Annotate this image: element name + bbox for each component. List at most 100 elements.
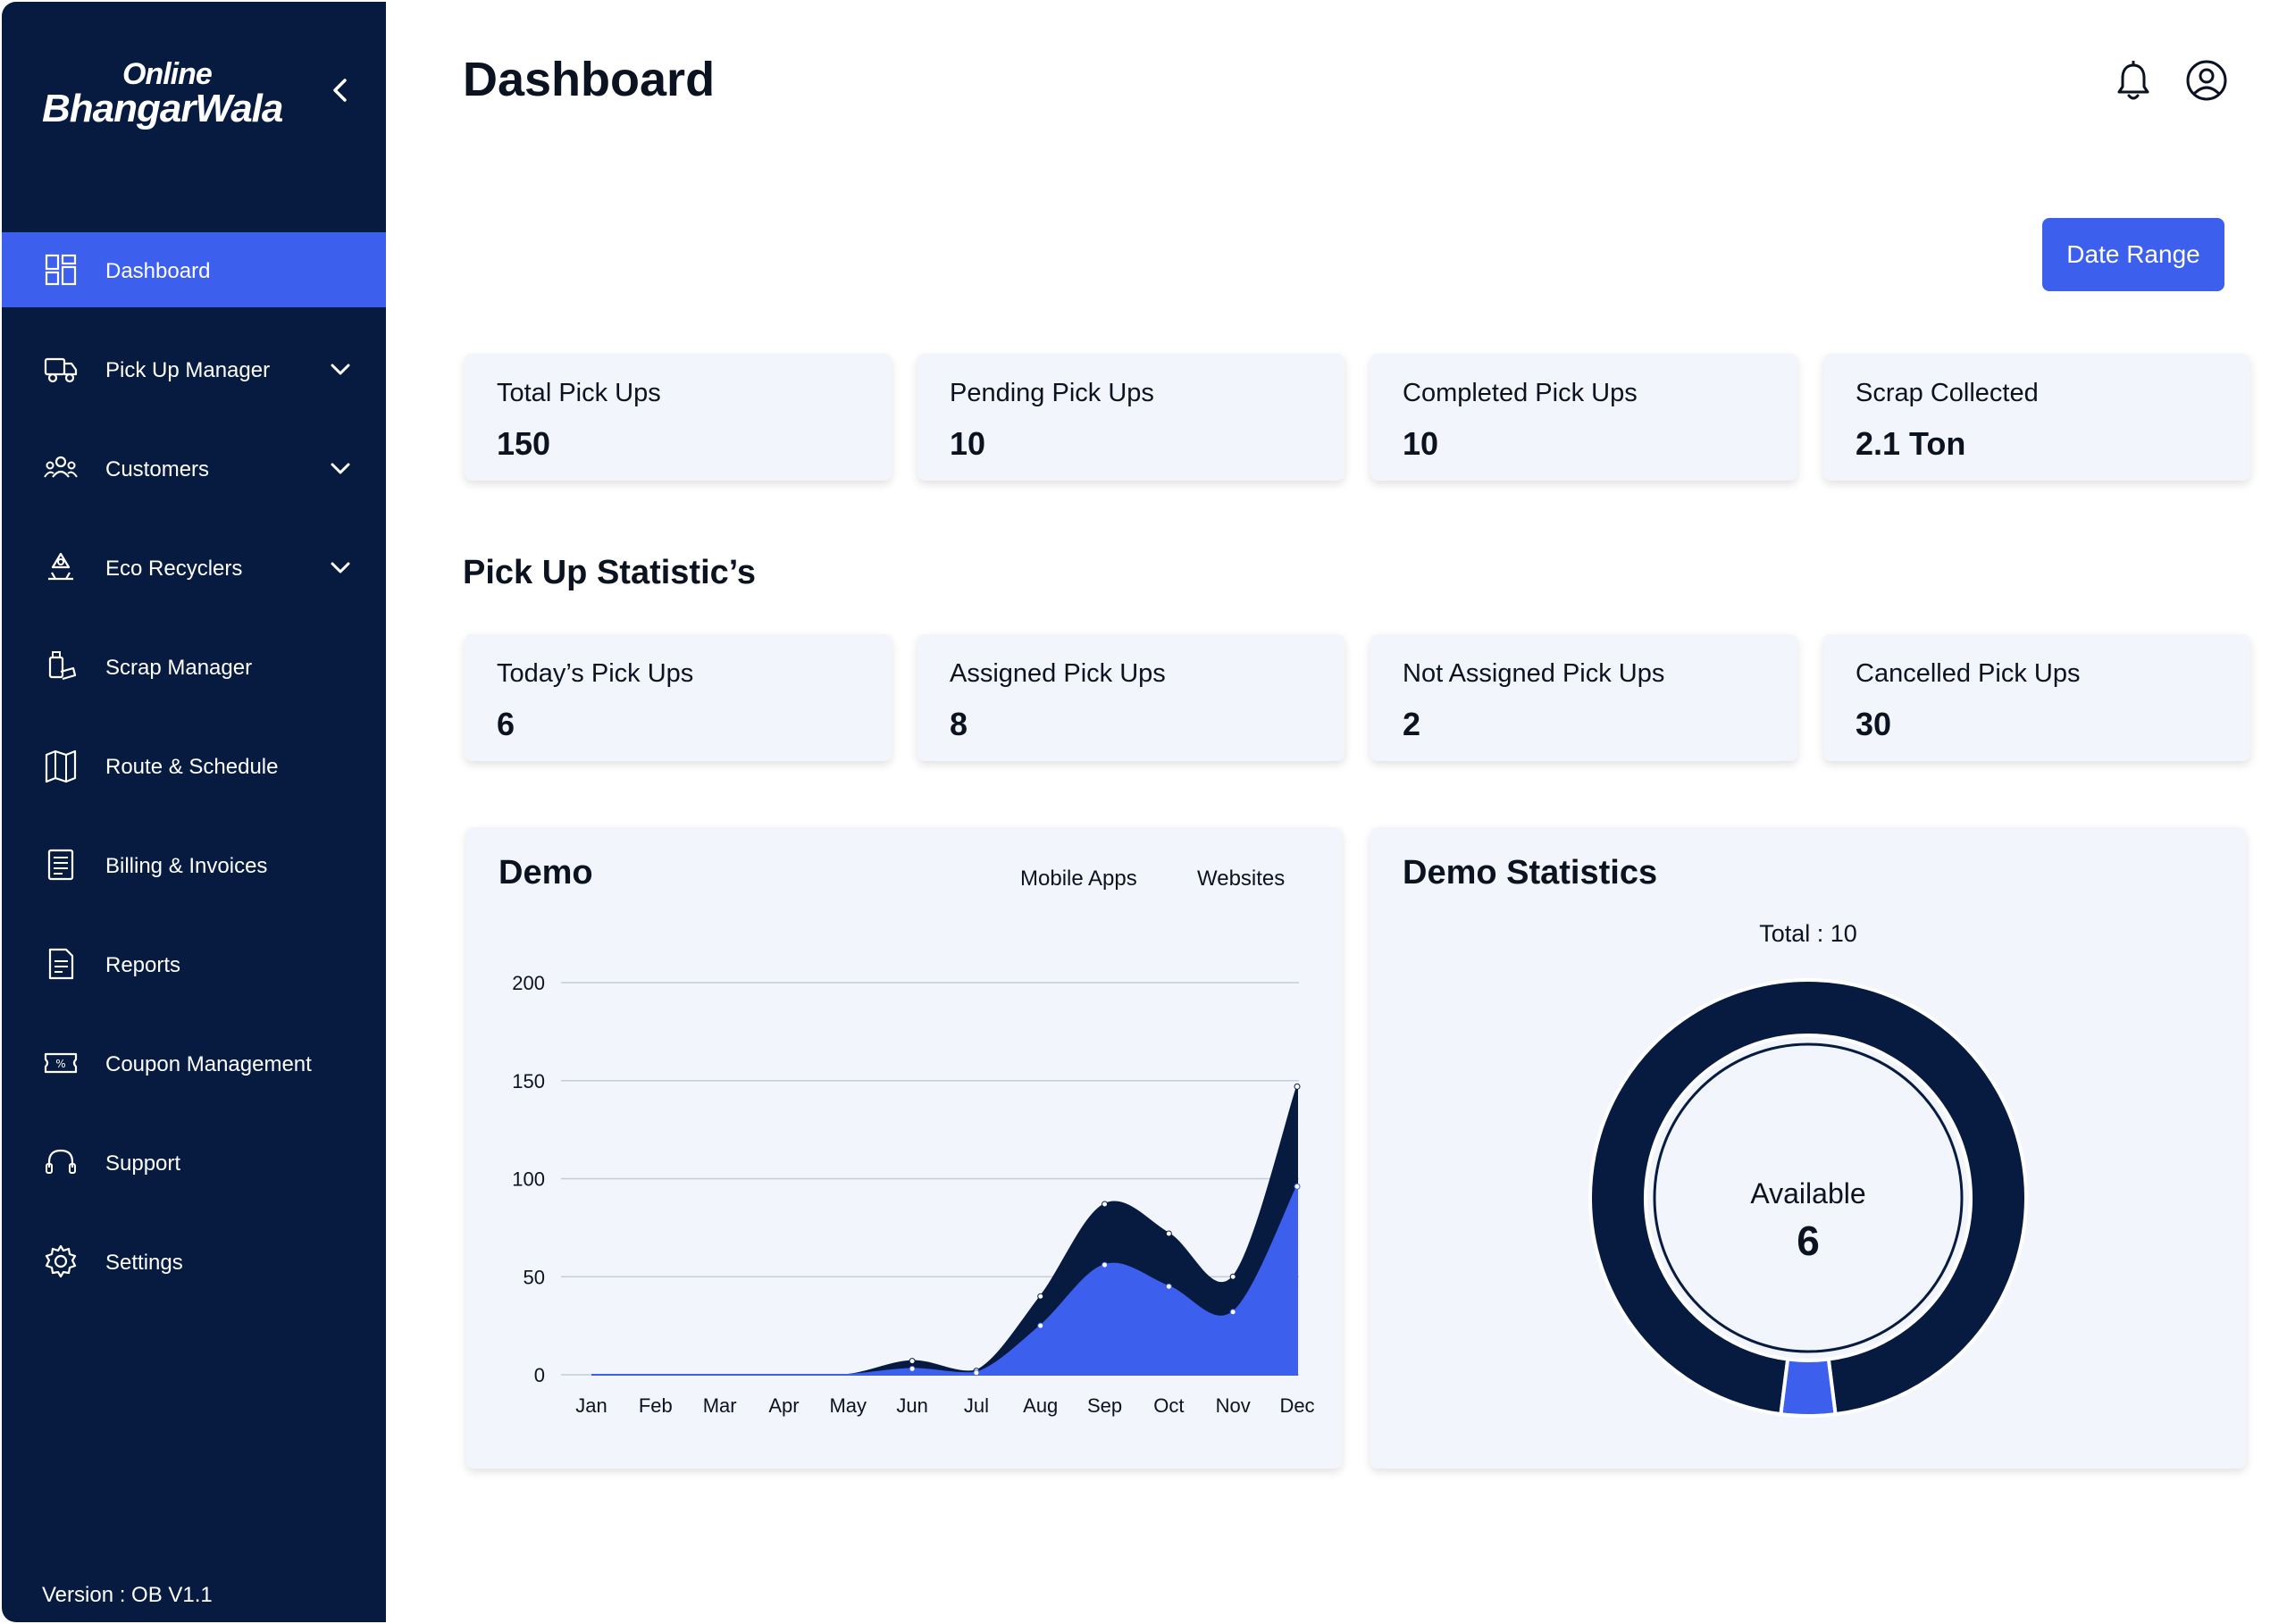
total-pickups-card: Total Pick Ups 150 [465, 354, 892, 481]
sidebar-item-label: Billing & Invoices [105, 854, 268, 878]
pickup-statistics-title: Pick Up Statistic’s [463, 554, 757, 591]
sidebar-item-support[interactable]: Support [2, 1125, 386, 1200]
data-point [1229, 1273, 1236, 1280]
sidebar-item-reports[interactable]: Reports [2, 926, 386, 1001]
data-point [1102, 1261, 1109, 1268]
stat-value: 2 [1403, 706, 1421, 742]
sidebar-item-label: Settings [105, 1251, 183, 1275]
app-version: Version : OB V1.1 [42, 1583, 213, 1607]
x-tick-label: May [829, 1394, 867, 1417]
dashboard-icon [45, 254, 77, 286]
bell-icon[interactable] [2115, 61, 2151, 102]
pending-pickups-card: Pending Pick Ups 10 [917, 354, 1345, 481]
coupon-icon: % [44, 1052, 78, 1074]
x-tick-label: Jan [575, 1394, 607, 1417]
stat-label: Completed Pick Ups [1403, 379, 1638, 407]
app-logo[interactable]: Online BhangarWala [42, 57, 283, 131]
x-tick-label: Apr [768, 1394, 799, 1417]
page-title: Dashboard [463, 53, 716, 106]
sidebar-item-pick-up-manager[interactable]: Pick Up Manager [2, 331, 386, 406]
sidebar-item-route-schedule[interactable]: Route & Schedule [2, 728, 386, 803]
stat-value: 6 [497, 706, 515, 742]
sidebar-item-label: Customers [105, 457, 210, 481]
x-tick-label: Aug [1023, 1394, 1058, 1417]
stat-value: 10 [1403, 425, 1439, 462]
completed-pickups-card: Completed Pick Ups 10 [1370, 354, 1797, 481]
donut-inner-ring [1653, 1042, 1964, 1353]
total-label: Total : 10 [1759, 920, 1857, 947]
x-tick-label: Sep [1087, 1394, 1122, 1417]
demo-donut-chart [1588, 978, 2028, 1418]
stat-value: 2.1 Ton [1856, 425, 1966, 462]
stat-value: 30 [1856, 706, 1892, 742]
x-tick-label: Dec [1279, 1394, 1314, 1417]
donut-slice [1588, 978, 2028, 1417]
y-tick-label: 0 [534, 1364, 545, 1386]
chevron-down-icon[interactable] [329, 358, 352, 381]
sidebar-item-settings[interactable]: Settings [2, 1224, 386, 1299]
donut-center-label: Available [1750, 1177, 1866, 1210]
sidebar: Online BhangarWala Dashboard Pick Up Mana… [2, 2, 386, 1622]
headset-icon [46, 1149, 76, 1174]
data-point [973, 1369, 980, 1377]
demo-area-chart: 0 50 100 150 200 Jan Feb Mar Apr May Jun Jul Aug Sep O… [512, 972, 1314, 1417]
legend-mobile-apps[interactable]: Mobile Apps [1020, 866, 1137, 891]
sidebar-nav: Dashboard Pick Up Manager Customers Eco Rec… [2, 232, 386, 1323]
stat-label: Not Assigned Pick Ups [1403, 659, 1665, 688]
data-point [1294, 1183, 1301, 1190]
x-tick-label: Jul [964, 1394, 989, 1417]
demo-chart-title: Demo [498, 854, 593, 892]
sidebar-item-billing-invoices[interactable]: Billing & Invoices [2, 827, 386, 902]
sidebar-item-label: Reports [105, 953, 181, 977]
data-point [1037, 1322, 1044, 1329]
sidebar-item-label: Scrap Manager [105, 656, 253, 680]
billing-icon [47, 849, 74, 881]
x-tick-label: Nov [1216, 1394, 1251, 1417]
date-range-button[interactable]: Date Range [2042, 218, 2224, 291]
stat-label: Pending Pick Ups [950, 379, 1154, 407]
demo-statistics-panel: Demo Statistics Total : 10 Available 6 [1370, 827, 2246, 1469]
collapse-sidebar-icon[interactable] [329, 77, 352, 104]
sidebar-item-customers[interactable]: Customers [2, 431, 386, 506]
sidebar-item-eco-recyclers[interactable]: Eco Recyclers [2, 530, 386, 605]
map-icon [45, 749, 77, 783]
x-tick-label: Oct [1153, 1394, 1184, 1417]
y-tick-label: 200 [512, 972, 545, 994]
y-tick-label: 50 [524, 1266, 545, 1288]
sidebar-item-label: Eco Recyclers [105, 557, 243, 581]
stat-label: Scrap Collected [1856, 379, 2039, 407]
demo-chart-panel: Demo Mobile Apps Websites 0 50 100 150 200 Ja… [466, 827, 1342, 1469]
y-tick-label: 150 [512, 1070, 545, 1092]
sidebar-item-dashboard[interactable]: Dashboard [2, 232, 386, 307]
svg-text:%: % [55, 1058, 65, 1070]
x-tick-label: Jun [896, 1394, 927, 1417]
scrap-collected-card: Scrap Collected 2.1 Ton [1823, 354, 2250, 481]
donut-center-value: 6 [1797, 1218, 1820, 1264]
assigned-pickups-card: Assigned Pick Ups 8 [917, 634, 1345, 761]
demo-statistics-title: Demo Statistics [1403, 854, 1658, 892]
logo-line2: BhangarWala [42, 87, 283, 130]
legend-websites[interactable]: Websites [1197, 866, 1286, 891]
data-point [1165, 1230, 1172, 1237]
data-point [909, 1358, 916, 1365]
stat-value: 8 [950, 706, 968, 742]
todays-pickups-card: Today’s Pick Ups 6 [465, 634, 892, 761]
data-point [909, 1365, 916, 1372]
stat-value: 10 [950, 425, 986, 462]
logo-line1: Online [122, 57, 213, 91]
x-tick-label: Mar [703, 1394, 737, 1417]
donut-slice [1779, 1357, 1838, 1418]
y-tick-label: 100 [512, 1168, 545, 1191]
data-point [1294, 1083, 1301, 1090]
data-point [1165, 1283, 1172, 1290]
sidebar-item-coupon-management[interactable]: % Coupon Management [2, 1025, 386, 1101]
x-tick-label: Feb [639, 1394, 673, 1417]
chevron-down-icon[interactable] [329, 457, 352, 481]
stat-value: 150 [497, 425, 551, 462]
chevron-down-icon[interactable] [329, 557, 352, 580]
sidebar-item-scrap-manager[interactable]: Scrap Manager [2, 629, 386, 704]
sidebar-item-label: Dashboard [105, 259, 211, 283]
user-profile-icon[interactable] [2185, 59, 2228, 102]
stat-label: Total Pick Ups [497, 379, 661, 407]
stat-label: Today’s Pick Ups [497, 659, 694, 688]
